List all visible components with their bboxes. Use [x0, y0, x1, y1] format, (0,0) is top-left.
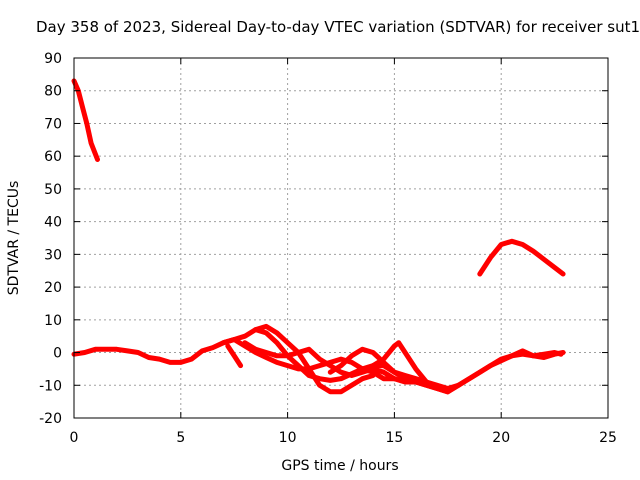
series-track-9: [477, 238, 566, 277]
x-tick-label: 5: [176, 430, 185, 446]
y-tick-label: 60: [44, 149, 62, 165]
y-tick-label: 50: [44, 182, 62, 198]
series-track-4: [225, 343, 244, 369]
x-axis-label: GPS time / hours: [281, 458, 398, 474]
x-tick-label: 20: [492, 430, 510, 446]
series-track-1: [71, 78, 100, 162]
chart-title: Day 358 of 2023, Sidereal Day-to-day VTE…: [36, 18, 640, 36]
y-tick-label: 70: [44, 116, 62, 132]
y-tick-label: -20: [39, 411, 62, 427]
series-track-10: [445, 348, 566, 395]
y-tick-label: 10: [44, 313, 62, 329]
x-tick-label: 10: [279, 430, 297, 446]
y-axis-label: SDTVAR / TECUs: [6, 181, 22, 296]
axis-ticks: 0 5 10 15 20 25 -20 -10 0 10 20 30 40 50 60 70 80 90: [39, 51, 617, 446]
y-tick-label: 20: [44, 280, 62, 296]
y-tick-label: 80: [44, 84, 62, 100]
y-tick-label: 40: [44, 215, 62, 231]
series-track-5: [242, 340, 397, 382]
data-tracks: [71, 78, 566, 395]
y-tick-label: 90: [44, 51, 62, 67]
y-tick-label: 0: [53, 346, 62, 362]
y-tick-label: -10: [39, 378, 62, 394]
plot-frame: [73, 57, 609, 419]
x-tick-label: 0: [70, 430, 79, 446]
series-track-6: [253, 327, 451, 391]
x-tick-label: 25: [599, 430, 617, 446]
y-tick-label: 30: [44, 247, 62, 263]
x-tick-label: 15: [385, 430, 403, 446]
